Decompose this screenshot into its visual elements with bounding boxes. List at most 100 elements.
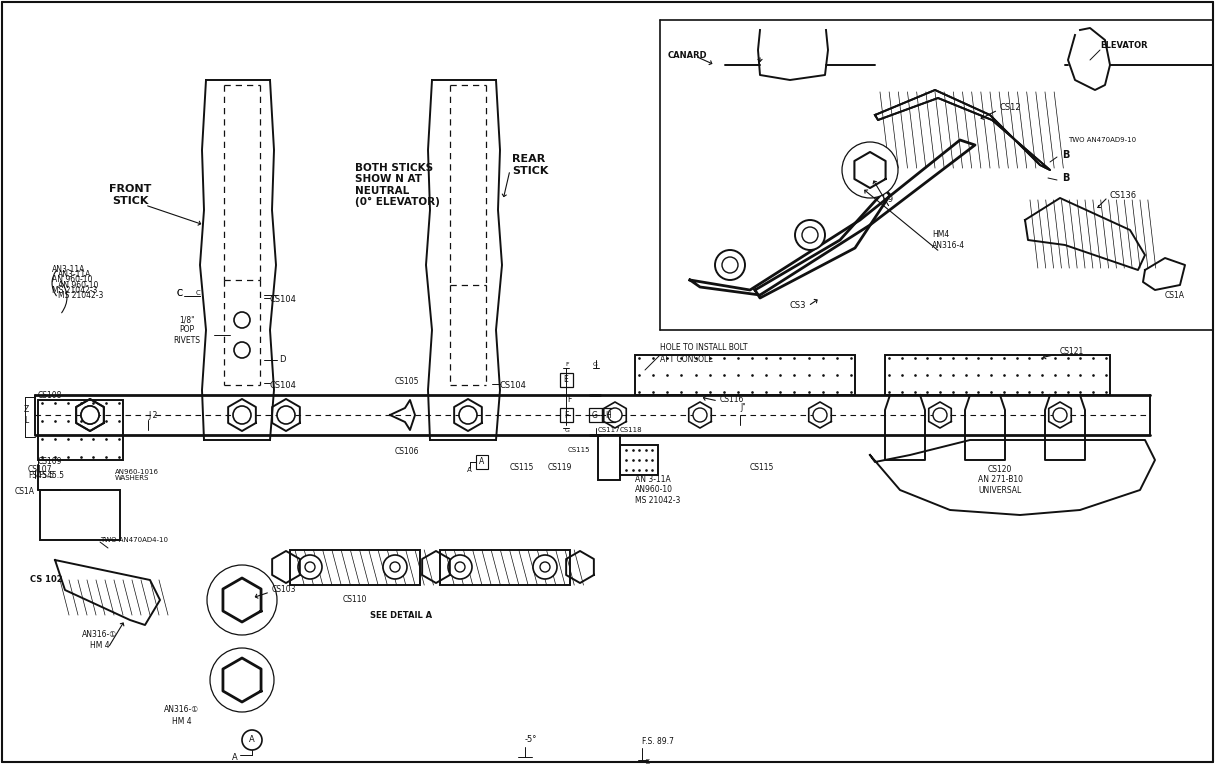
Text: CS119: CS119 [548,464,572,472]
Text: CS117: CS117 [598,427,621,433]
Text: SEE DETAIL A: SEE DETAIL A [371,610,433,620]
Text: CS115: CS115 [567,447,590,453]
Text: CS115: CS115 [750,464,774,472]
Text: A: A [249,736,255,744]
Circle shape [813,408,827,422]
Circle shape [81,406,98,424]
Text: F: F [564,410,569,419]
Circle shape [933,408,946,422]
Text: CS105: CS105 [395,377,419,387]
Text: CS104: CS104 [270,380,296,390]
Circle shape [230,588,254,612]
Text: G: G [645,759,650,764]
Circle shape [693,408,707,422]
Text: AN3-11A
AN 960-10
MS 21042-3: AN3-11A AN 960-10 MS 21042-3 [52,265,97,295]
Polygon shape [690,140,974,295]
Text: CS120
AN 271-B10
UNIVERSAL: CS120 AN 271-B10 UNIVERSAL [978,465,1023,495]
Circle shape [860,160,880,180]
Circle shape [448,555,471,579]
Text: FRONT
STICK: FRONT STICK [109,184,151,206]
Text: CS116: CS116 [720,396,745,404]
Circle shape [298,555,322,579]
Circle shape [277,406,295,424]
Text: AN960-1016
WASHERS: AN960-1016 WASHERS [115,468,159,481]
Circle shape [1053,408,1067,422]
Text: CS3: CS3 [790,300,807,309]
Text: CS110: CS110 [343,595,367,604]
Text: J 2: J 2 [148,410,158,419]
Text: HM4
AN316-4: HM4 AN316-4 [932,230,965,250]
Text: CS121: CS121 [1059,348,1084,357]
Text: CS104: CS104 [501,380,527,390]
Text: F: F [567,396,571,404]
Text: CS1A: CS1A [1165,290,1185,299]
Text: AFT CONSOLE: AFT CONSOLE [660,355,713,364]
Circle shape [459,406,477,424]
Text: Z
L: Z L [23,405,29,425]
Text: AN3-11A
AN 960-10
MS 21042-3: AN3-11A AN 960-10 MS 21042-3 [58,270,103,300]
Text: TWO AN470AD4-10: TWO AN470AD4-10 [100,537,168,543]
Text: B: B [1062,173,1069,183]
Circle shape [539,562,550,572]
Bar [589,408,601,422]
Text: G: G [593,362,598,367]
Text: C: C [176,290,182,299]
Text: G: G [592,410,598,419]
Circle shape [802,227,818,243]
Circle shape [454,562,465,572]
Bar [40,490,120,540]
Bar [290,550,420,585]
Circle shape [390,562,400,572]
Text: F.S. 89.7: F.S. 89.7 [642,737,674,746]
Circle shape [234,312,250,328]
Text: A: A [467,467,471,473]
Bar [885,355,1111,395]
Circle shape [233,406,252,424]
Text: FS45.5: FS45.5 [38,471,64,480]
Text: CS103: CS103 [272,585,296,594]
Circle shape [533,555,556,579]
Circle shape [714,250,745,280]
Bar [601,408,615,422]
Bar [560,408,573,422]
Text: CS 102: CS 102 [30,575,63,584]
Text: AN 3-11A
AN960-10
MS 21042-3: AN 3-11A AN960-10 MS 21042-3 [635,475,680,505]
Text: AN316-①
HM 4: AN316-① HM 4 [83,630,118,649]
Bar [598,435,620,480]
Text: CS108: CS108 [38,390,62,400]
Text: REAR
STICK: REAR STICK [512,154,548,176]
Text: FS45.5: FS45.5 [28,471,53,481]
Bar [635,355,855,395]
Text: AN316-①: AN316-① [164,705,199,714]
Text: TWO AN470AD9-10: TWO AN470AD9-10 [1068,137,1136,143]
Circle shape [608,408,622,422]
Text: CS115: CS115 [510,464,535,472]
Text: 1.9: 1.9 [880,196,893,205]
Text: ELEVATOR: ELEVATOR [1100,40,1148,50]
Text: G: G [565,428,570,432]
Text: B: B [1062,150,1069,160]
Circle shape [242,730,262,750]
Text: CS136: CS136 [1111,190,1137,199]
Bar [560,373,573,387]
Text: CS109: CS109 [38,458,62,467]
Bar [38,400,123,460]
Text: HOLE TO INSTALL BOLT: HOLE TO INSTALL BOLT [660,344,747,352]
Bar [440,550,570,585]
Text: CS107: CS107 [28,465,52,474]
Polygon shape [875,90,1050,170]
Circle shape [383,555,407,579]
Circle shape [207,565,277,635]
Circle shape [234,342,250,358]
Circle shape [795,220,825,250]
Text: C: C [196,290,200,296]
Circle shape [722,257,738,273]
Circle shape [210,648,275,712]
Circle shape [305,562,315,572]
Text: CS12: CS12 [1000,103,1022,112]
Text: 1/8"
POP
RIVETS: 1/8" POP RIVETS [174,315,200,345]
Text: F: F [565,362,569,367]
Text: CANARD: CANARD [668,50,707,60]
Text: D: D [279,355,286,364]
Circle shape [842,142,898,198]
